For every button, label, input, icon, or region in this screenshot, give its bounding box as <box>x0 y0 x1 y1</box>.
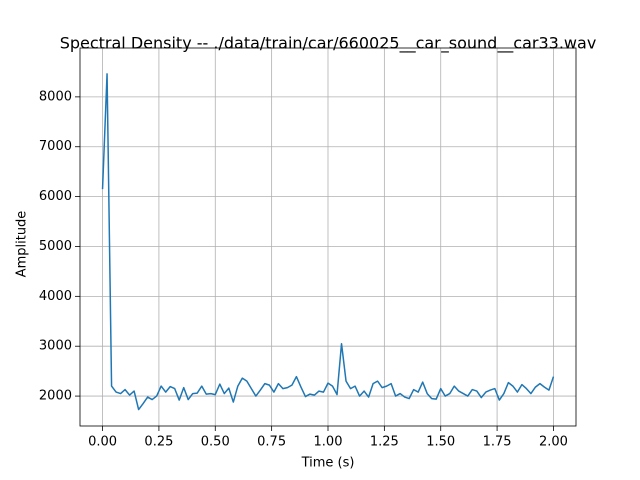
x-tick-label: 0.50 <box>201 435 230 450</box>
x-tick-label: 1.75 <box>483 435 512 450</box>
y-tick-label: 6000 <box>39 189 72 204</box>
x-tick-label: 1.50 <box>426 435 455 450</box>
chart-title: Spectral Density -- ./data/train/car/660… <box>60 34 597 54</box>
x-tick-label: 1.00 <box>314 435 343 450</box>
y-axis-label: Amplitude <box>15 211 30 278</box>
y-tick-label: 8000 <box>39 89 72 104</box>
plot-frame <box>79 47 577 427</box>
data-line <box>101 73 555 411</box>
x-axis-label: Time (s) <box>301 456 355 471</box>
x-tick-label: 2.00 <box>539 435 568 450</box>
y-tick-label: 7000 <box>39 139 72 154</box>
x-tick-label: 0.75 <box>257 435 286 450</box>
y-tick-label: 4000 <box>39 289 72 304</box>
x-tick-label: 0.00 <box>88 435 117 450</box>
x-tick-label: 0.25 <box>144 435 173 450</box>
x-tick-label: 1.25 <box>370 435 399 450</box>
y-tick-label: 3000 <box>39 339 72 354</box>
y-tick-label: 5000 <box>39 239 72 254</box>
y-tick-label: 2000 <box>39 389 72 404</box>
